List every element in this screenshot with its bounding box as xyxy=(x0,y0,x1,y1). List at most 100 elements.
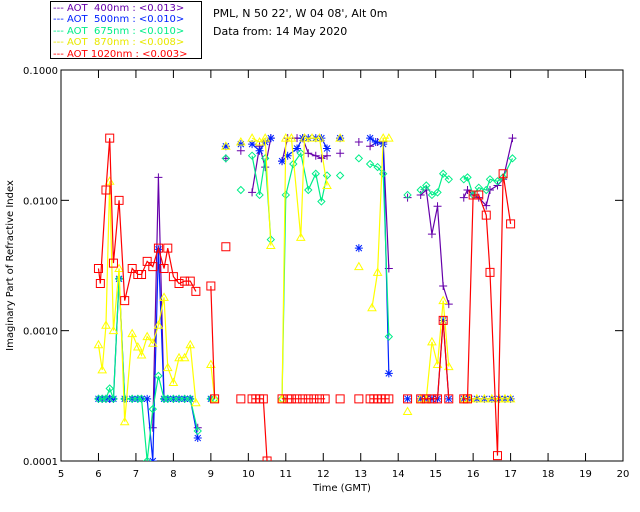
data-point-triangle xyxy=(500,393,510,403)
data-point-square xyxy=(105,133,115,143)
data-point-square xyxy=(191,286,201,296)
y-tick-label: 0.0001 xyxy=(23,457,58,468)
data-point-plus xyxy=(311,151,320,160)
data-point-square xyxy=(153,243,163,253)
data-point-diamond xyxy=(438,169,448,178)
data-point-square xyxy=(120,296,130,306)
data-point-star xyxy=(384,369,393,378)
data-point-square xyxy=(262,456,272,461)
data-point-plus xyxy=(248,188,257,197)
data-point-triangle xyxy=(93,339,104,349)
legend-item-400: --- AOT 400nm : <0.013> xyxy=(53,3,185,14)
data-point-diamond xyxy=(379,169,388,178)
data-point-diamond xyxy=(463,173,472,182)
data-point-diamond xyxy=(427,190,437,200)
data-point-diamond xyxy=(133,394,143,404)
data-point-diamond xyxy=(255,190,264,200)
x-tick-label: 6 xyxy=(95,469,101,480)
data-point-triangle xyxy=(479,393,490,403)
data-point-square xyxy=(221,242,231,252)
y-tick-label: 0.1000 xyxy=(23,66,58,77)
data-point-triangle xyxy=(286,133,297,142)
data-point-square xyxy=(403,394,413,404)
data-point-triangle xyxy=(159,292,169,301)
data-point-triangle xyxy=(220,141,231,150)
data-point-diamond xyxy=(193,426,202,436)
data-point-triangle xyxy=(383,133,394,142)
data-point-square xyxy=(114,195,124,205)
data-point-plus xyxy=(336,149,345,158)
data-point-diamond xyxy=(304,185,313,195)
data-point-diamond xyxy=(444,175,453,184)
data-point-plus xyxy=(433,202,442,211)
data-point-triangle xyxy=(247,133,257,142)
data-point-triangle xyxy=(153,320,164,329)
data-point-square xyxy=(506,219,516,229)
data-point-square xyxy=(498,169,508,179)
legend-item-500: --- AOT 500nm : <0.010> xyxy=(53,14,185,26)
data-point-plus xyxy=(403,193,412,202)
x-tick-label: 7 xyxy=(133,469,139,480)
legend-item-1020: --- AOT 1020nm : <0.003> xyxy=(53,48,188,60)
data-point-triangle xyxy=(307,133,317,142)
x-tick-label: 17 xyxy=(504,469,517,480)
data-point-diamond xyxy=(109,394,118,404)
data-point-diamond xyxy=(154,371,163,381)
data-point-triangle xyxy=(101,320,111,329)
data-point-triangle xyxy=(260,133,271,142)
data-point-plus xyxy=(354,138,363,147)
x-tick-label: 5 xyxy=(58,469,64,480)
data-point-star xyxy=(278,157,287,166)
data-point-triangle xyxy=(295,232,306,241)
y-axis-label: Imaginary Part of Refractive Index xyxy=(5,180,16,351)
data-point-triangle xyxy=(142,331,153,341)
data-point-square xyxy=(142,256,152,266)
data-point-square xyxy=(159,263,169,273)
data-point-star xyxy=(354,244,363,253)
data-point-square xyxy=(463,394,473,404)
legend-item-675: --- AOT 675nm : <0.010> xyxy=(53,25,185,37)
data-point-plus xyxy=(323,151,332,160)
series-line-1 xyxy=(251,137,272,152)
data-point-diamond xyxy=(142,456,152,461)
series-line-0 xyxy=(420,188,450,305)
data-point-triangle xyxy=(136,350,147,359)
data-point-diamond xyxy=(365,159,375,169)
data-point-triangle xyxy=(174,352,184,362)
y-tick-label: 0.0010 xyxy=(23,327,58,338)
x-axis-label: Time (GMT) xyxy=(312,483,371,494)
x-tick-label: 9 xyxy=(208,469,214,480)
data-point-plus xyxy=(482,201,491,210)
data-point-diamond xyxy=(384,332,394,341)
data-point-square xyxy=(148,262,158,272)
data-point-star xyxy=(221,142,230,151)
data-point-triangle xyxy=(335,133,345,142)
data-point-square xyxy=(354,394,364,404)
data-point-plus xyxy=(221,154,230,163)
data-point-diamond xyxy=(247,151,257,160)
data-point-star xyxy=(143,394,152,403)
data-point-diamond xyxy=(433,188,442,197)
data-point-star xyxy=(323,144,332,153)
data-point-triangle xyxy=(179,352,190,362)
data-point-square xyxy=(101,185,111,195)
data-point-square xyxy=(236,394,246,404)
legend-label: AOT 1020nm : <0.003> xyxy=(67,48,188,60)
data-point-plus xyxy=(304,149,313,158)
legend-label: AOT 675nm : <0.010> xyxy=(67,25,185,37)
data-point-star xyxy=(193,434,202,443)
data-point-plus xyxy=(317,154,326,163)
series-line-4 xyxy=(252,398,268,461)
legend-label: AOT 400nm : <0.013> xyxy=(67,3,185,14)
x-tick-label: 20 xyxy=(617,469,630,480)
x-tick-label: 12 xyxy=(317,469,330,480)
data-point-triangle xyxy=(353,261,364,271)
data-point-square xyxy=(210,394,220,404)
x-tick-label: 10 xyxy=(242,469,255,480)
data-point-diamond xyxy=(169,394,178,404)
data-point-diamond xyxy=(180,394,189,404)
data-point-triangle xyxy=(114,263,124,272)
data-point-diamond xyxy=(311,169,320,178)
